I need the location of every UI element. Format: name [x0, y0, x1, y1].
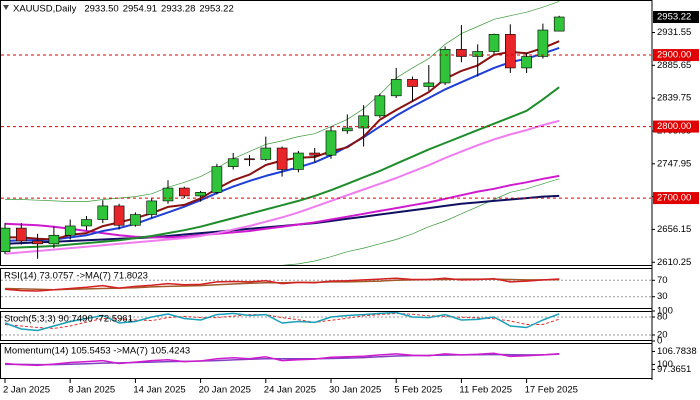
candle-body [537, 29, 549, 57]
candle-body [211, 166, 223, 193]
y-tick-label: 100 [657, 359, 673, 370]
y-tick-label: 20 [657, 330, 668, 341]
candle-body [81, 219, 92, 227]
candle-body [341, 127, 353, 132]
candle-body [260, 147, 272, 160]
indicator-line [4, 119, 560, 255]
candle-body [521, 56, 532, 69]
x-tick-label: 20 Jan 2025 [199, 385, 251, 396]
candle-body [162, 187, 174, 202]
indicator-line [4, 352, 560, 367]
candle-body [472, 51, 484, 57]
y-tick-label: 30 [657, 291, 668, 302]
candle-body [456, 49, 467, 57]
indicator-line [5, 1, 560, 202]
x-tick-label: 24 Jan 2025 [264, 385, 316, 396]
x-tick-label: 8 Jan 2025 [68, 385, 115, 396]
indicator-line [280, 178, 560, 265]
candle-body [439, 49, 451, 84]
current-price-label: 2953.22 [657, 12, 691, 23]
pane-title: Momentum(14) 105.5453 ->MA(7) 105.4243 [4, 346, 190, 357]
pane-plot [1, 312, 651, 336]
x-tick-label: 17 Feb 2025 [525, 385, 578, 396]
y-tick-label: 2885.65 [657, 60, 691, 71]
candle-body [325, 130, 337, 156]
price-level-box [653, 49, 699, 62]
candle-body [97, 205, 109, 220]
candle-body [195, 192, 206, 197]
price-level-box [653, 120, 699, 133]
y-tick-label: 2656.15 [657, 224, 691, 235]
y-tick-label: 100 [657, 306, 673, 317]
candle-body [179, 187, 190, 197]
pane-title: RSI(14) 73.0757 ->MA(7) 71.8023 [4, 271, 148, 282]
symbol-icon [3, 5, 9, 10]
candle-body [390, 79, 402, 97]
y-tick-label: 2931.55 [657, 27, 691, 38]
x-tick-label: 5 Feb 2025 [394, 385, 442, 396]
candle-body [130, 214, 141, 226]
indicator-line [4, 312, 560, 332]
candle-body [244, 158, 255, 161]
x-tick-label: 30 Jan 2025 [329, 385, 381, 396]
candle-body [15, 227, 27, 242]
y-tick-label: 70 [657, 275, 668, 286]
candle-body [488, 34, 500, 52]
candle-body [358, 115, 369, 129]
pane-plot [4, 352, 560, 367]
price-level-label: 2900.00 [657, 50, 691, 61]
candle-body [504, 34, 516, 69]
candle-body [1, 227, 11, 252]
candle-body [32, 240, 43, 245]
ohlc-value: 2954.91 [123, 4, 157, 15]
y-tick-label: 106.7838 [657, 346, 697, 357]
x-tick-label: 14 Jan 2025 [133, 385, 185, 396]
candle-body [146, 200, 157, 215]
candle-body [64, 225, 76, 236]
ohlc-value: 2933.28 [161, 4, 195, 15]
current-price-box [653, 11, 699, 24]
pane-title: Stoch(5,3,3) 90.7490 -72.5961 [4, 314, 133, 325]
y-tick-label: 97.3651 [657, 364, 691, 375]
candle-body [276, 147, 288, 170]
x-tick-label: 2 Jan 2025 [3, 385, 50, 396]
indicator-line [4, 277, 560, 292]
pane-plot [1, 277, 651, 298]
y-tick-label: 2747.95 [657, 158, 691, 169]
y-tick-label: 0 [657, 336, 662, 347]
candle-body [48, 234, 60, 245]
y-tick-label: 2610.25 [657, 257, 691, 268]
price-level-box [653, 192, 699, 205]
y-tick-label: 2839.75 [657, 93, 691, 104]
pane-plot [1, 1, 651, 265]
candle-body [374, 95, 386, 117]
candle-body [309, 152, 321, 156]
price-level-label: 2700.00 [657, 193, 691, 204]
price-level-label: 2800.00 [657, 121, 691, 132]
ohlc-value: 2953.22 [199, 4, 233, 15]
ohlc-value: 2933.50 [84, 4, 118, 15]
chart-title: XAUUSD,Daily [13, 4, 77, 15]
candle-body [293, 152, 304, 170]
candle-body [423, 82, 435, 87]
candle-body [553, 16, 565, 32]
y-tick-label: 80 [657, 312, 668, 323]
indicator-line [4, 86, 560, 250]
candle-body [113, 205, 125, 226]
candle-body [227, 158, 239, 167]
x-tick-label: 11 Feb 2025 [459, 385, 512, 396]
candle-body [407, 79, 418, 87]
